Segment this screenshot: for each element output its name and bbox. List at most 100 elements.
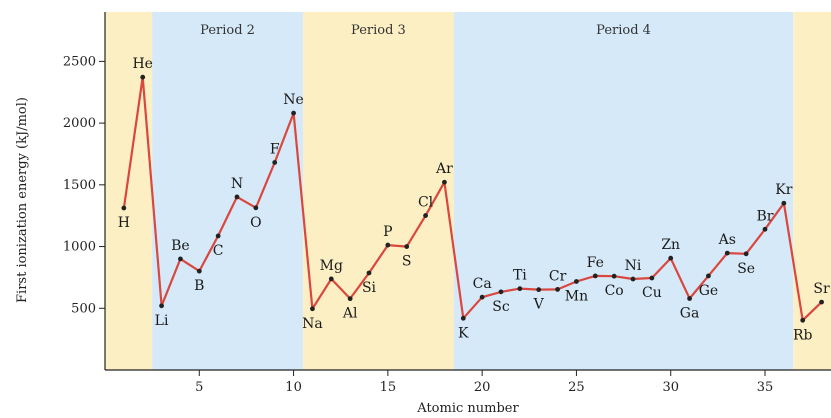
data-point — [630, 276, 636, 282]
element-label: Zn — [661, 237, 680, 253]
data-point — [574, 279, 579, 284]
element-label: S — [402, 254, 412, 270]
data-point — [460, 315, 466, 321]
data-point — [592, 273, 598, 279]
element-label: Ar — [435, 161, 453, 177]
element-label: Kr — [775, 182, 792, 198]
data-point — [385, 242, 391, 248]
element-label: Co — [605, 283, 624, 299]
data-point — [291, 110, 296, 116]
element-label: B — [194, 278, 204, 294]
data-point — [366, 270, 372, 276]
element-label: Cu — [642, 285, 662, 301]
x-tick-label: 30 — [662, 380, 679, 395]
period-band — [105, 12, 153, 370]
element-label: Be — [171, 238, 190, 254]
period-bands — [105, 12, 831, 370]
period-label: Period 4 — [596, 23, 651, 38]
element-label: Sc — [492, 299, 510, 315]
data-point — [347, 296, 353, 302]
data-point — [687, 296, 692, 301]
period-label: Period 2 — [200, 23, 255, 38]
data-point — [328, 276, 334, 282]
data-point — [404, 244, 410, 249]
element-label: Mg — [320, 258, 343, 274]
element-label: N — [231, 176, 243, 192]
element-label: Ti — [513, 268, 527, 284]
element-label: Se — [737, 261, 755, 277]
data-point — [215, 233, 221, 239]
element-label: O — [250, 215, 261, 231]
data-point — [498, 289, 504, 295]
data-point — [762, 226, 768, 232]
x-tick-label: 15 — [380, 380, 397, 395]
data-point — [140, 74, 146, 80]
element-label: Ge — [699, 283, 718, 299]
period-labels: Period 2 Period 3 Period 4 — [200, 23, 651, 38]
x-tick-label: 5 — [195, 380, 203, 395]
data-point — [668, 255, 674, 261]
element-label: Fe — [587, 255, 604, 271]
element-label: Si — [362, 280, 377, 296]
data-point — [743, 251, 749, 257]
data-point — [272, 160, 278, 165]
y-tick-label: 2500 — [63, 54, 96, 69]
data-point — [253, 205, 259, 211]
data-point — [121, 205, 127, 211]
element-label: Cr — [549, 268, 567, 284]
data-point — [442, 179, 447, 185]
y-tick-label: 2000 — [63, 116, 96, 131]
period-band — [303, 12, 454, 370]
element-label: Cl — [418, 195, 434, 211]
element-label: Li — [155, 313, 169, 329]
element-label: Ni — [625, 258, 642, 274]
y-tick-label: 500 — [71, 301, 96, 316]
data-point — [611, 273, 617, 279]
period-band — [152, 12, 303, 370]
data-point — [649, 275, 655, 281]
x-axis-title: Atomic number — [416, 401, 519, 416]
element-label: V — [533, 297, 545, 313]
data-point — [781, 200, 787, 206]
period-band — [793, 12, 831, 370]
y-axis-title: First ionization energy (kJ/mol) — [15, 97, 30, 303]
element-label: H — [118, 215, 130, 231]
element-label: C — [213, 243, 224, 259]
data-point — [234, 194, 240, 200]
data-point — [536, 287, 542, 293]
x-tick-label: 20 — [474, 380, 491, 395]
data-point — [310, 306, 315, 312]
data-point — [423, 213, 428, 218]
element-label: As — [718, 232, 736, 248]
ionization-series — [121, 74, 824, 323]
element-label: Mn — [565, 288, 588, 304]
data-point — [196, 268, 202, 274]
period-band — [453, 12, 794, 370]
element-label: Na — [302, 316, 323, 332]
series-line — [122, 76, 823, 322]
data-point — [555, 286, 560, 292]
data-point — [479, 294, 485, 300]
data-point — [800, 317, 806, 323]
data-point — [159, 303, 164, 309]
element-label: K — [458, 325, 469, 341]
element-label: P — [383, 224, 392, 240]
data-point — [819, 299, 824, 305]
data-point — [517, 286, 523, 292]
x-tick-label: 25 — [568, 380, 585, 395]
element-label: F — [270, 141, 280, 157]
x-tick-label: 35 — [757, 380, 774, 395]
axis-ticks: 500 1000 1500 2000 2500 5 10 15 20 25 30 35 — [63, 54, 773, 395]
y-tick-label: 1000 — [63, 240, 96, 255]
data-point — [724, 250, 730, 256]
element-label: Sr — [813, 281, 830, 297]
element-label: Ca — [473, 276, 492, 292]
y-tick-label: 1500 — [63, 178, 96, 193]
x-tick-label: 10 — [285, 380, 302, 395]
element-label: Ga — [680, 306, 700, 322]
element-label: Ne — [283, 92, 304, 108]
element-label: Al — [342, 306, 358, 322]
element-label: Rb — [793, 327, 813, 343]
